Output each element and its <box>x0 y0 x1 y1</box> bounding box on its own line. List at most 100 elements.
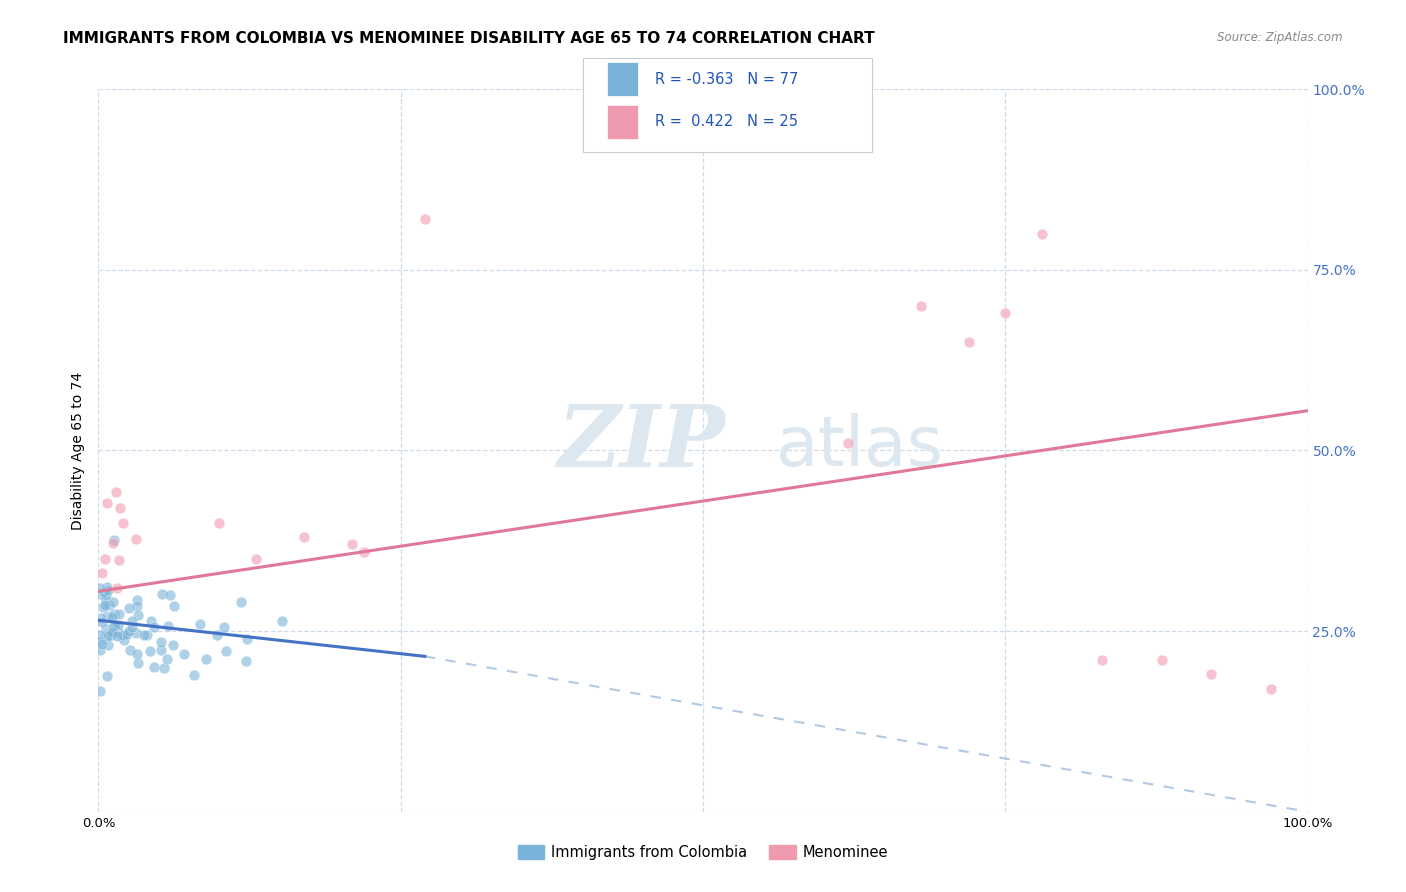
Point <box>108 501 131 516</box>
Point <box>118 600 141 615</box>
Point <box>89 582 111 596</box>
Point <box>97 582 120 597</box>
Point <box>127 599 149 614</box>
Point <box>89 643 111 657</box>
Point <box>105 581 128 595</box>
Text: ZIP: ZIP <box>558 401 725 485</box>
Point <box>195 651 218 665</box>
Point <box>93 585 115 599</box>
Point <box>96 588 118 602</box>
Point <box>235 632 257 646</box>
Point <box>111 628 134 642</box>
Y-axis label: Disability Age 65 to 74: Disability Age 65 to 74 <box>72 371 86 530</box>
Point <box>108 607 131 621</box>
Point <box>292 530 315 544</box>
Point <box>125 625 148 640</box>
Text: R = -0.363   N = 77: R = -0.363 N = 77 <box>655 72 799 87</box>
Point <box>89 633 111 648</box>
Text: atlas: atlas <box>776 413 943 481</box>
Point <box>125 533 148 547</box>
Point <box>229 595 252 609</box>
Point <box>957 334 980 349</box>
Text: Source: ZipAtlas.com: Source: ZipAtlas.com <box>1218 31 1343 45</box>
Point <box>1260 681 1282 696</box>
Point <box>94 622 117 636</box>
Text: R =  0.422   N = 25: R = 0.422 N = 25 <box>655 114 799 129</box>
Point <box>103 607 125 621</box>
Point <box>105 629 128 643</box>
Point <box>90 610 112 624</box>
Point <box>117 627 139 641</box>
Point <box>118 643 141 657</box>
Point <box>96 580 118 594</box>
Text: IMMIGRANTS FROM COLOMBIA VS MENOMINEE DISABILITY AGE 65 TO 74 CORRELATION CHART: IMMIGRANTS FROM COLOMBIA VS MENOMINEE DI… <box>63 31 875 46</box>
Point <box>107 618 129 632</box>
Point <box>100 628 122 642</box>
Point <box>97 598 120 612</box>
Point <box>208 516 231 530</box>
Point <box>270 614 292 628</box>
Legend: Immigrants from Colombia, Menominee: Immigrants from Colombia, Menominee <box>512 839 894 866</box>
Point <box>97 638 120 652</box>
Point <box>235 654 257 668</box>
Point <box>205 628 228 642</box>
Point <box>127 657 149 671</box>
Point <box>1199 667 1222 681</box>
Point <box>157 618 180 632</box>
Point <box>89 628 111 642</box>
Point <box>149 635 172 649</box>
Point <box>96 496 118 510</box>
Point <box>89 684 111 698</box>
Point <box>127 607 149 622</box>
Point <box>173 647 195 661</box>
Point <box>97 629 120 643</box>
Point <box>121 620 143 634</box>
Point <box>101 609 124 624</box>
Point <box>1031 227 1053 241</box>
Point <box>101 620 124 634</box>
Point <box>94 591 117 605</box>
Point <box>136 628 159 642</box>
Point <box>101 595 124 609</box>
Point <box>91 615 114 629</box>
Point <box>96 669 118 683</box>
Point <box>163 599 186 613</box>
Point <box>90 587 112 601</box>
Point <box>353 544 375 558</box>
Point <box>188 617 211 632</box>
Point <box>112 632 135 647</box>
Point <box>93 551 115 566</box>
Point <box>413 212 436 227</box>
Point <box>103 533 125 547</box>
Point <box>139 614 162 628</box>
Point <box>121 615 143 629</box>
Point <box>125 592 148 607</box>
Point <box>1152 653 1174 667</box>
Point <box>107 624 129 638</box>
Point <box>837 436 859 450</box>
Point <box>245 551 267 566</box>
Point <box>96 609 118 624</box>
Point <box>150 587 173 601</box>
Point <box>103 626 125 640</box>
Point <box>150 642 173 657</box>
Point <box>94 628 117 642</box>
Point <box>994 306 1017 320</box>
Point <box>94 598 117 612</box>
Point <box>91 600 114 615</box>
Point <box>910 299 932 313</box>
Point <box>215 644 238 658</box>
Point <box>342 537 364 551</box>
Point <box>91 566 114 581</box>
Point <box>134 628 156 642</box>
Point <box>111 629 134 643</box>
Point <box>104 618 127 632</box>
Point <box>183 667 205 681</box>
Point <box>111 516 134 530</box>
Point <box>108 553 131 567</box>
Point <box>118 624 141 638</box>
Point <box>143 660 166 674</box>
Point <box>1091 653 1114 667</box>
Point <box>152 660 174 674</box>
Point <box>162 638 184 652</box>
